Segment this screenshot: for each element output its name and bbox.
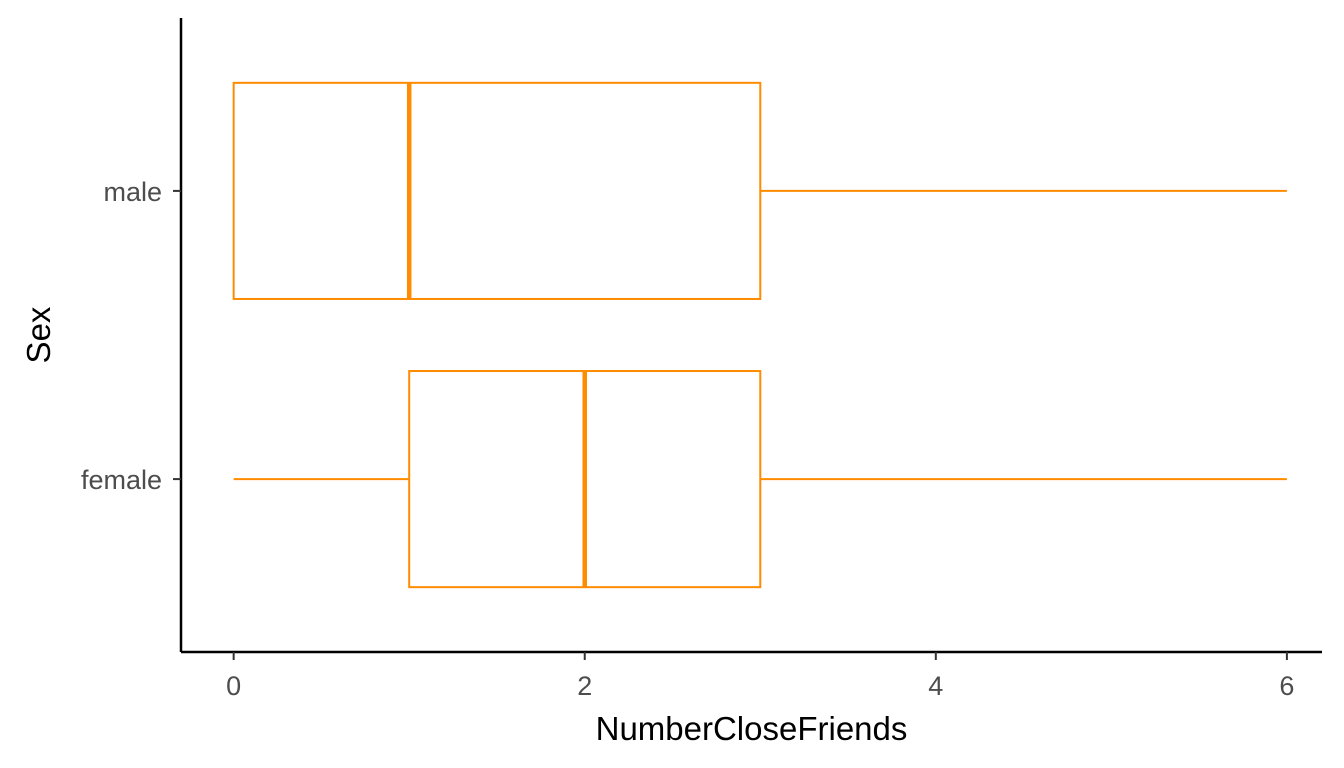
plot-marks: [232, 81, 1287, 589]
x-axis-title: NumberCloseFriends: [596, 710, 908, 747]
y-tick-label: female: [81, 465, 162, 495]
x-tick-label: 2: [577, 671, 592, 701]
boxplot-male: [232, 81, 1287, 300]
y-axis-title: Sex: [20, 306, 57, 363]
boxplot-female: [233, 370, 1287, 589]
x-tick-label: 4: [928, 671, 943, 701]
x-axis-ticks: 0 2 4 6: [226, 652, 1294, 701]
box: [232, 81, 762, 300]
y-axis-ticks: female male: [81, 177, 181, 495]
x-tick-label: 6: [1279, 671, 1294, 701]
y-tick-label: male: [103, 177, 162, 207]
x-tick-label: 0: [226, 671, 241, 701]
